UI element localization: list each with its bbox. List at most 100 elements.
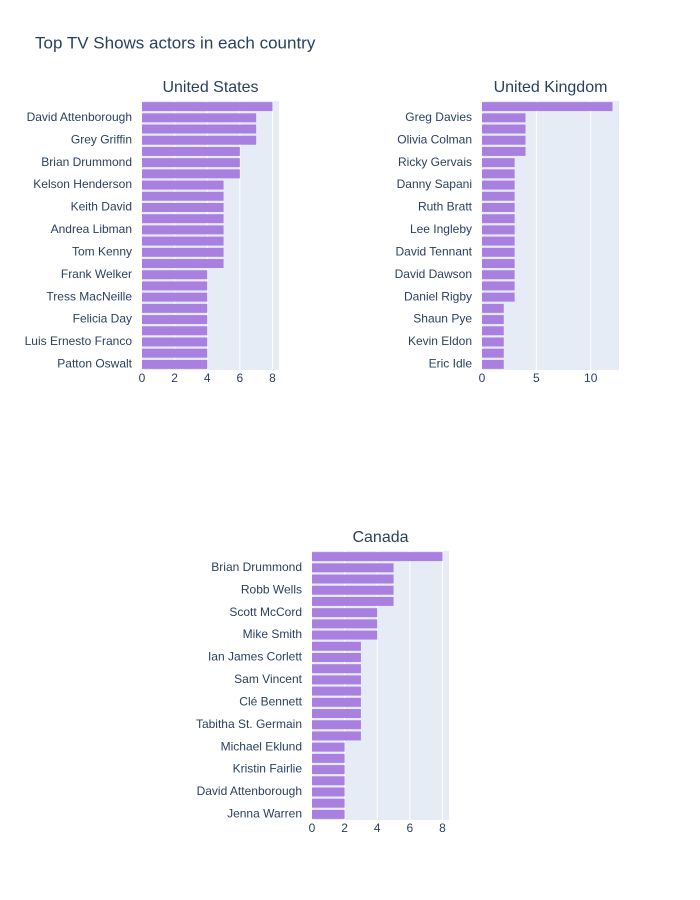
bar <box>142 180 224 190</box>
bar <box>142 214 224 224</box>
bar <box>312 552 443 562</box>
bar <box>482 281 515 291</box>
bar <box>482 113 526 123</box>
y-tick-label: Ruth Bratt <box>418 200 473 214</box>
bar <box>482 214 515 224</box>
y-tick-label: Eric Idle <box>429 357 473 371</box>
x-tick-label: 8 <box>269 371 276 385</box>
y-tick-label: Brian Drummond <box>211 560 302 574</box>
y-tick-label: Tress MacNeille <box>46 289 132 303</box>
plot-background <box>312 551 449 820</box>
bar <box>142 169 240 179</box>
y-tick-label: Brian Drummond <box>41 155 132 169</box>
subplot-title: Canada <box>352 529 408 546</box>
x-tick-label: 4 <box>204 371 211 385</box>
bar <box>312 686 361 696</box>
bar <box>312 742 345 752</box>
chart-title: Top TV Shows actors in each country <box>35 33 316 52</box>
bar <box>482 236 515 246</box>
bar <box>142 146 240 156</box>
y-tick-label: Tom Kenny <box>72 244 132 258</box>
x-tick-label: 0 <box>479 371 486 385</box>
y-tick-label: Lee Ingleby <box>410 222 472 236</box>
x-tick-label: 6 <box>407 821 414 835</box>
y-tick-label: Frank Welker <box>61 267 132 281</box>
bar <box>312 798 345 808</box>
bar <box>482 292 515 302</box>
x-tick-label: 0 <box>309 821 316 835</box>
plot-background <box>482 101 619 370</box>
y-tick-label: Andrea Libman <box>51 222 132 236</box>
bar <box>142 303 208 313</box>
y-tick-label: Jenna Warren <box>227 807 302 821</box>
y-tick-label: Robb Wells <box>241 582 302 596</box>
plot-background <box>142 101 279 370</box>
bar <box>142 236 224 246</box>
y-tick-label: Luis Ernesto Franco <box>25 334 133 348</box>
y-tick-label: David Dawson <box>395 267 472 281</box>
bar <box>482 359 504 369</box>
bar <box>312 608 378 618</box>
y-tick-label: Clé Bennett <box>239 694 302 708</box>
bar <box>142 259 224 269</box>
x-tick-label: 5 <box>533 371 540 385</box>
y-tick-label: Olivia Colman <box>397 132 472 146</box>
y-tick-label: Felicia Day <box>73 312 132 326</box>
bar <box>482 259 515 269</box>
bar <box>142 292 208 302</box>
bar <box>312 574 394 584</box>
bar <box>312 641 361 651</box>
bar <box>142 102 273 112</box>
y-tick-label: Kevin Eldon <box>408 334 472 348</box>
y-tick-label: Mike Smith <box>243 627 302 641</box>
bar <box>312 664 361 674</box>
y-tick-label: Ricky Gervais <box>398 155 472 169</box>
y-tick-label: Kristin Fairlie <box>233 762 303 776</box>
x-tick-label: 8 <box>439 821 446 835</box>
bar <box>482 146 526 156</box>
bar <box>482 102 613 112</box>
bar <box>142 124 257 134</box>
bar <box>312 720 361 730</box>
bar <box>142 113 257 123</box>
bar <box>482 225 515 235</box>
bar <box>312 596 394 606</box>
bar <box>482 124 526 134</box>
y-tick-label: Michael Eklund <box>221 739 302 753</box>
bar <box>142 225 224 235</box>
y-tick-label: David Attenborough <box>197 784 302 798</box>
bar <box>482 191 515 201</box>
bar <box>482 348 504 358</box>
bar <box>312 585 394 595</box>
bar <box>312 709 361 719</box>
bar <box>142 337 208 347</box>
bar <box>482 202 515 212</box>
bar <box>312 787 345 797</box>
y-tick-label: Tabitha St. Germain <box>196 717 302 731</box>
bar <box>142 191 224 201</box>
y-tick-label: Grey Griffin <box>71 132 132 146</box>
bar <box>482 169 515 179</box>
bar <box>482 326 504 336</box>
bar <box>142 135 257 145</box>
subplot-title: United States <box>162 79 258 96</box>
y-tick-label: Greg Davies <box>405 110 472 124</box>
bar <box>312 675 361 685</box>
y-tick-label: Danny Sapani <box>397 177 472 191</box>
y-tick-label: Patton Oswalt <box>57 357 132 371</box>
y-tick-label: Ian James Corlett <box>208 650 303 664</box>
bar <box>482 247 515 257</box>
bar <box>142 270 208 280</box>
bar <box>312 697 361 707</box>
bar <box>312 731 361 741</box>
bar <box>142 281 208 291</box>
y-tick-label: Daniel Rigby <box>404 289 472 303</box>
x-tick-label: 2 <box>341 821 348 835</box>
bar <box>312 619 378 629</box>
x-tick-label: 2 <box>171 371 178 385</box>
bar <box>142 326 208 336</box>
bar <box>482 180 515 190</box>
x-tick-label: 10 <box>584 371 598 385</box>
y-tick-label: Sam Vincent <box>234 672 302 686</box>
x-tick-label: 6 <box>237 371 244 385</box>
